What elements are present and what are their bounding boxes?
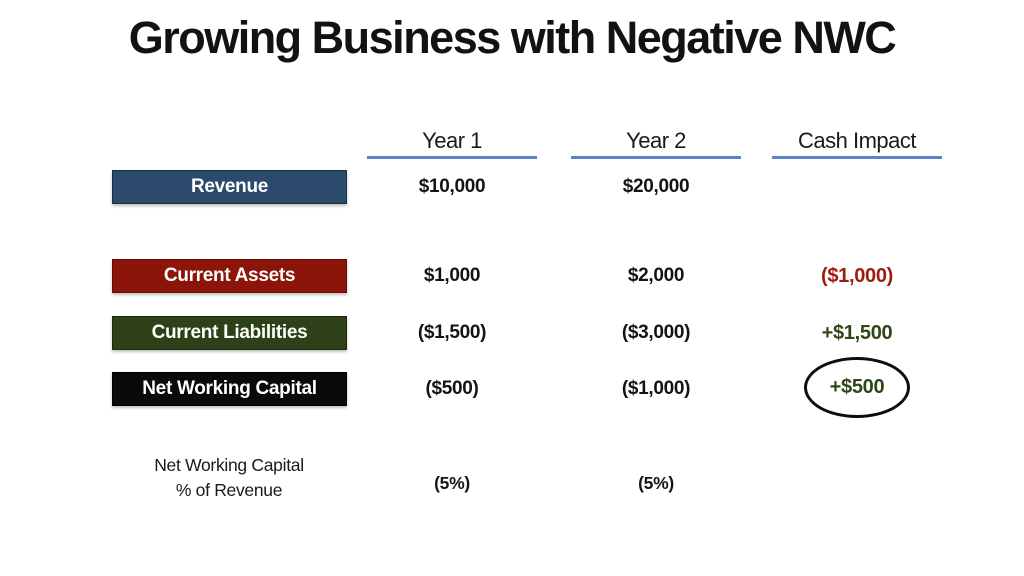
revenue-year1-value: $10,000 (418, 176, 486, 197)
row-label-current-assets: Current Assets (112, 259, 347, 293)
nwc-cash-impact-value: +$500 (829, 376, 885, 398)
column-header-cash-impact: Cash Impact (772, 126, 942, 159)
row-label-revenue-text: Revenue (190, 176, 269, 197)
current-assets-year2-value: $2,000 (627, 265, 685, 286)
nwc-percent-year1-value: (5%) (434, 473, 470, 493)
row-label-net-working-capital-text: Net Working Capital (142, 378, 317, 399)
nwc-cash-impact-highlight-ellipse: +$500 (804, 357, 910, 418)
nwc-year1-value: ($500) (425, 378, 479, 399)
row-label-revenue: Revenue (112, 170, 347, 204)
nwc-percent-label-line2: % of Revenue (175, 480, 283, 500)
row-label-current-liabilities-text: Current Liabilities (151, 322, 308, 343)
current-assets-year1-value: $1,000 (423, 265, 481, 286)
row-label-current-assets-text: Current Assets (163, 265, 296, 286)
row-label-nwc-percent-of-revenue: Net Working Capital % of Revenue (99, 453, 359, 503)
current-assets-cash-impact-value: ($1,000) (820, 265, 894, 287)
current-liabilities-year2-value: ($3,000) (621, 322, 691, 343)
row-label-net-working-capital: Net Working Capital (112, 372, 347, 406)
nwc-percent-year2-value: (5%) (638, 473, 674, 493)
column-header-year1: Year 1 (367, 126, 537, 159)
nwc-year2-value: ($1,000) (621, 378, 691, 399)
nwc-percent-label-line1: Net Working Capital (154, 455, 304, 475)
slide-title: Growing Business with Negative NWC (128, 12, 897, 63)
current-liabilities-year1-value: ($1,500) (417, 322, 487, 343)
column-header-year2: Year 2 (571, 126, 741, 159)
current-liabilities-cash-impact-value: +$1,500 (821, 322, 893, 344)
revenue-year2-value: $20,000 (622, 176, 690, 197)
row-label-current-liabilities: Current Liabilities (112, 316, 347, 350)
